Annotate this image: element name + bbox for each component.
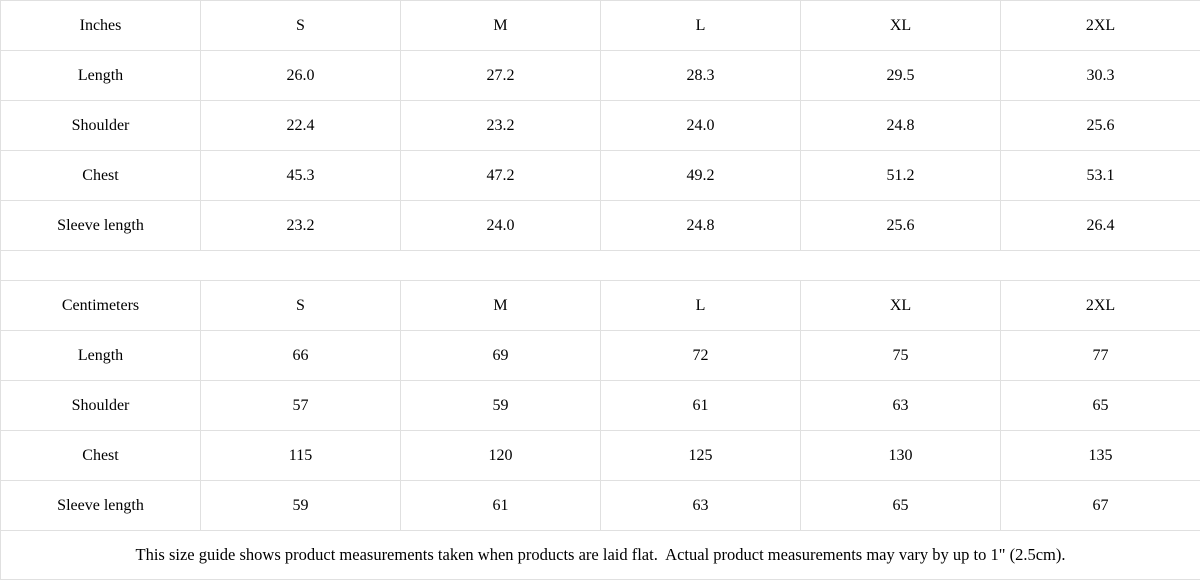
measurement-value: 26.0: [200, 50, 401, 101]
measurement-value: 24.0: [600, 100, 801, 151]
table-row: Chest 45.3 47.2 49.2 51.2 53.1: [0, 150, 1200, 201]
size-col-header: 2XL: [1000, 280, 1200, 331]
size-col-header: M: [400, 0, 601, 51]
measurement-value: 24.0: [400, 200, 601, 251]
measurement-value: 125: [600, 430, 801, 481]
centimeters-header-row: Centimeters S M L XL 2XL: [0, 280, 1200, 331]
measurement-value: 53.1: [1000, 150, 1200, 201]
size-col-header: L: [600, 0, 801, 51]
size-col-header: S: [200, 0, 401, 51]
size-col-header: S: [200, 280, 401, 331]
measurement-value: 69: [400, 330, 601, 381]
measurement-value: 72: [600, 330, 801, 381]
measurement-label: Shoulder: [0, 380, 201, 431]
measurement-value: 49.2: [600, 150, 801, 201]
table-row: Shoulder 57 59 61 63 65: [0, 380, 1200, 431]
measurement-value: 61: [400, 480, 601, 531]
measurement-value: 63: [600, 480, 801, 531]
measurement-value: 59: [400, 380, 601, 431]
measurement-value: 63: [800, 380, 1001, 431]
measurement-value: 26.4: [1000, 200, 1200, 251]
measurement-label: Chest: [0, 430, 201, 481]
size-col-header: XL: [800, 0, 1001, 51]
measurement-value: 24.8: [800, 100, 1001, 151]
table-row: Sleeve length 23.2 24.0 24.8 25.6 26.4: [0, 200, 1200, 251]
measurement-value: 45.3: [200, 150, 401, 201]
measurement-value: 22.4: [200, 100, 401, 151]
measurement-value: 29.5: [800, 50, 1001, 101]
unit-header-centimeters: Centimeters: [0, 280, 201, 331]
spacer-row: [0, 250, 1200, 281]
measurement-value: 30.3: [1000, 50, 1200, 101]
measurement-value: 27.2: [400, 50, 601, 101]
measurement-label: Length: [0, 330, 201, 381]
unit-header-inches: Inches: [0, 0, 201, 51]
measurement-value: 28.3: [600, 50, 801, 101]
measurement-value: 135: [1000, 430, 1200, 481]
size-col-header: 2XL: [1000, 0, 1200, 51]
measurement-value: 57: [200, 380, 401, 431]
table-row: Shoulder 22.4 23.2 24.0 24.8 25.6: [0, 100, 1200, 151]
size-col-header: M: [400, 280, 601, 331]
size-col-header: L: [600, 280, 801, 331]
measurement-value: 115: [200, 430, 401, 481]
measurement-label: Sleeve length: [0, 480, 201, 531]
measurement-label: Chest: [0, 150, 201, 201]
measurement-value: 24.8: [600, 200, 801, 251]
table-row: Length 26.0 27.2 28.3 29.5 30.3: [0, 50, 1200, 101]
measurement-value: 66: [200, 330, 401, 381]
measurement-value: 23.2: [200, 200, 401, 251]
measurement-value: 75: [800, 330, 1001, 381]
measurement-value: 130: [800, 430, 1001, 481]
measurement-label: Sleeve length: [0, 200, 201, 251]
measurement-value: 23.2: [400, 100, 601, 151]
measurement-value: 67: [1000, 480, 1200, 531]
measurement-value: 120: [400, 430, 601, 481]
measurement-value: 25.6: [800, 200, 1001, 251]
measurement-value: 65: [1000, 380, 1200, 431]
measurement-value: 65: [800, 480, 1001, 531]
table-row: Chest 115 120 125 130 135: [0, 430, 1200, 481]
measurement-label: Shoulder: [0, 100, 201, 151]
measurement-value: 51.2: [800, 150, 1001, 201]
table-row: Length 66 69 72 75 77: [0, 330, 1200, 381]
measurement-value: 61: [600, 380, 801, 431]
spacer-cell: [0, 250, 1200, 281]
inches-header-row: Inches S M L XL 2XL: [0, 0, 1200, 51]
size-col-header: XL: [800, 280, 1001, 331]
measurement-value: 77: [1000, 330, 1200, 381]
footer-note: This size guide shows product measuremen…: [0, 530, 1200, 580]
measurement-label: Length: [0, 50, 201, 101]
measurement-value: 59: [200, 480, 401, 531]
footer-note-row: This size guide shows product measuremen…: [0, 530, 1200, 580]
measurement-value: 25.6: [1000, 100, 1200, 151]
table-row: Sleeve length 59 61 63 65 67: [0, 480, 1200, 531]
measurement-value: 47.2: [400, 150, 601, 201]
